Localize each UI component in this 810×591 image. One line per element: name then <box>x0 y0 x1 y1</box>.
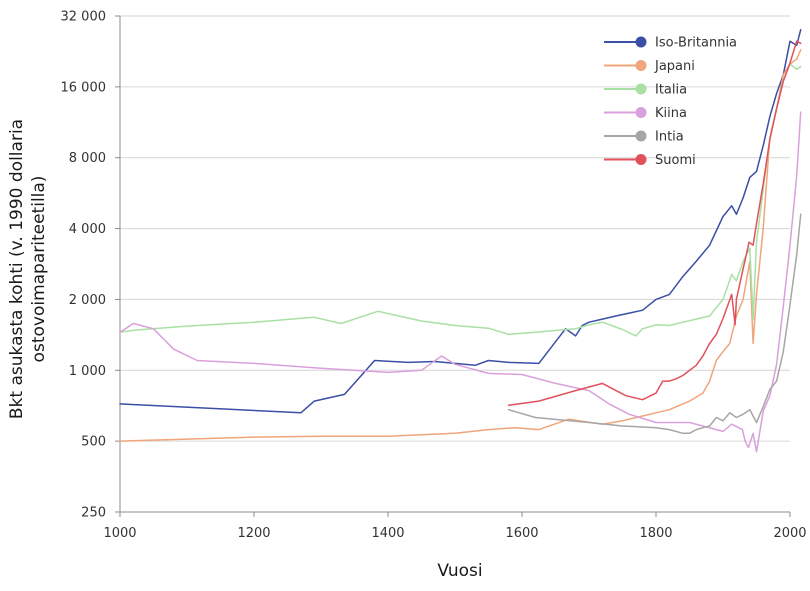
legend-label-intia: Intia <box>655 130 684 145</box>
legend-label-kiina: Kiina <box>655 106 687 121</box>
legend-label-italia: Italia <box>655 83 687 98</box>
y-tick-label: 2 000 <box>69 293 106 308</box>
series-line-suomi <box>507 40 802 407</box>
series-line-intia <box>507 213 802 435</box>
legend-label-japani: Japani <box>654 59 695 74</box>
y-axis-label-line2: ostovoimapariteetilla) <box>29 176 49 363</box>
legend-swatch-marker-intia <box>635 130 647 142</box>
series-group <box>119 28 802 453</box>
y-tick-label: 1 000 <box>69 364 106 379</box>
legend-swatch-marker-kiina <box>635 107 647 118</box>
legend-swatch-marker-iso-britannia <box>635 36 647 48</box>
x-tick-label: 1400 <box>371 526 404 541</box>
series-line-italia <box>119 63 802 337</box>
legend-swatch-marker-italia <box>635 83 647 95</box>
y-tick-label: 500 <box>81 435 106 450</box>
y-tick-label: 8 000 <box>69 151 106 166</box>
y-tick-label: 16 000 <box>61 80 107 95</box>
gridlines <box>120 15 790 513</box>
y-axis-label-line1: Bkt asukasta kohti (v. 1990 dollaria <box>7 119 27 419</box>
legend-label-iso-britannia: Iso-Britannia <box>655 36 737 51</box>
y-tick-label: 250 <box>81 506 106 521</box>
legend-swatch-marker-suomi <box>635 154 647 165</box>
x-tick-label: 1000 <box>103 526 136 541</box>
x-tick-label: 2000 <box>773 526 806 541</box>
legend-swatch-marker-japani <box>635 60 647 71</box>
x-axis-ticks: 1000 1200 1400 1600 1800 2000 <box>103 512 807 541</box>
y-tick-label: 32 000 <box>61 10 107 25</box>
series-line-kiina <box>119 111 802 453</box>
x-tick-label: 1800 <box>639 526 672 541</box>
y-tick-label: 4 000 <box>69 222 106 237</box>
legend-label-suomi: Suomi <box>655 153 696 168</box>
x-tick-label: 1600 <box>505 526 538 541</box>
x-axis-label: Vuosi <box>437 561 482 581</box>
series-line-japani <box>119 49 802 442</box>
legend: Iso-Britannia Japani Italia Kiina Intia Suomi <box>604 36 737 168</box>
y-axis-ticks: 250 500 1 000 2 000 4 000 8 000 16 000 32 000 <box>61 10 120 521</box>
x-tick-label: 1200 <box>237 526 270 541</box>
